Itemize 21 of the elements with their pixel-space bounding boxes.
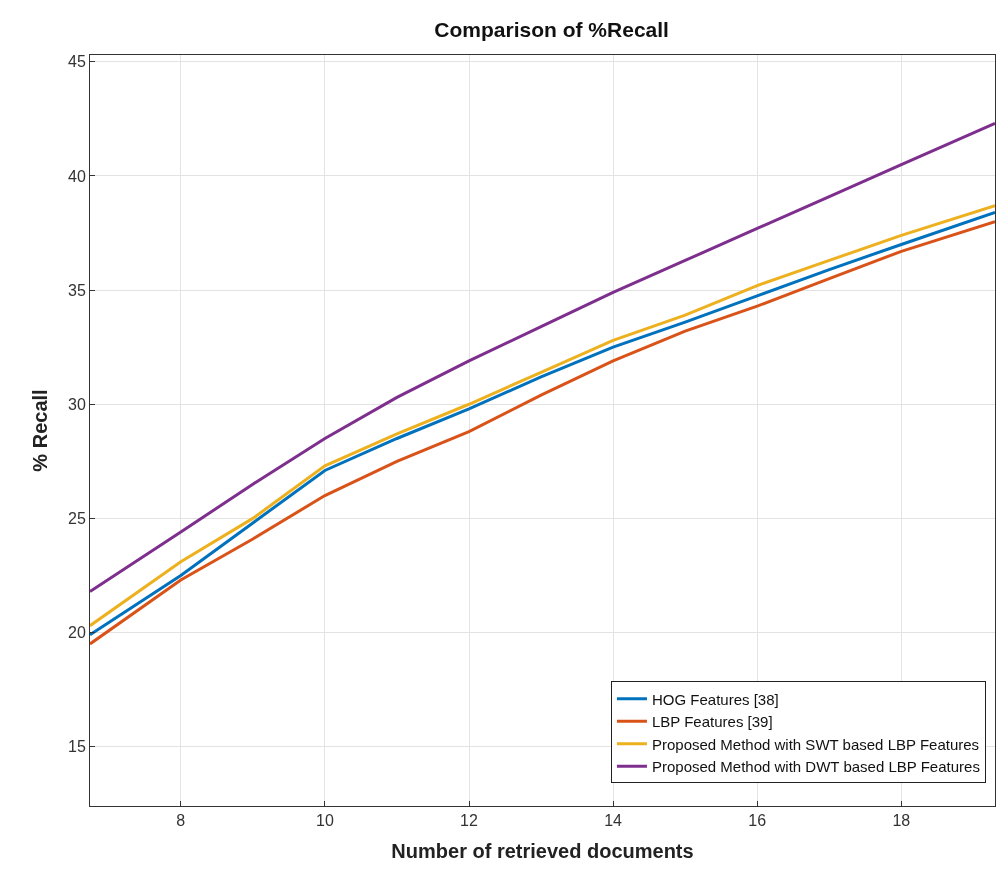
- line-series: [90, 121, 995, 593]
- x-tick-label: 12: [460, 812, 478, 830]
- y-tick-label: 35: [68, 281, 86, 299]
- x-tick-label: 16: [748, 812, 767, 830]
- x-axis-title: Number of retrieved documents: [391, 839, 694, 862]
- y-tick-label: 20: [68, 624, 86, 642]
- y-axis-title: % Recall: [28, 389, 51, 472]
- legend-label: LBP Features [39]: [651, 713, 773, 731]
- x-tick-label: 14: [604, 812, 623, 830]
- chart-title: Comparison of %Recall: [434, 17, 669, 41]
- x-tick-label: 8: [176, 812, 186, 830]
- legend-label: Proposed Method with DWT based LBP Features: [651, 758, 980, 776]
- x-tick-label: 18: [892, 812, 911, 830]
- y-tick-label: 15: [68, 738, 86, 756]
- legend-label: Proposed Method with SWT based LBP Features: [651, 735, 980, 753]
- legend-label: HOG Features [38]: [651, 690, 779, 708]
- y-tick-label: 30: [68, 395, 86, 413]
- y-tick-label: 40: [68, 167, 86, 185]
- x-tick-label: 10: [316, 812, 334, 830]
- y-tick-label: 45: [68, 53, 86, 71]
- y-tick-label: 25: [68, 509, 86, 527]
